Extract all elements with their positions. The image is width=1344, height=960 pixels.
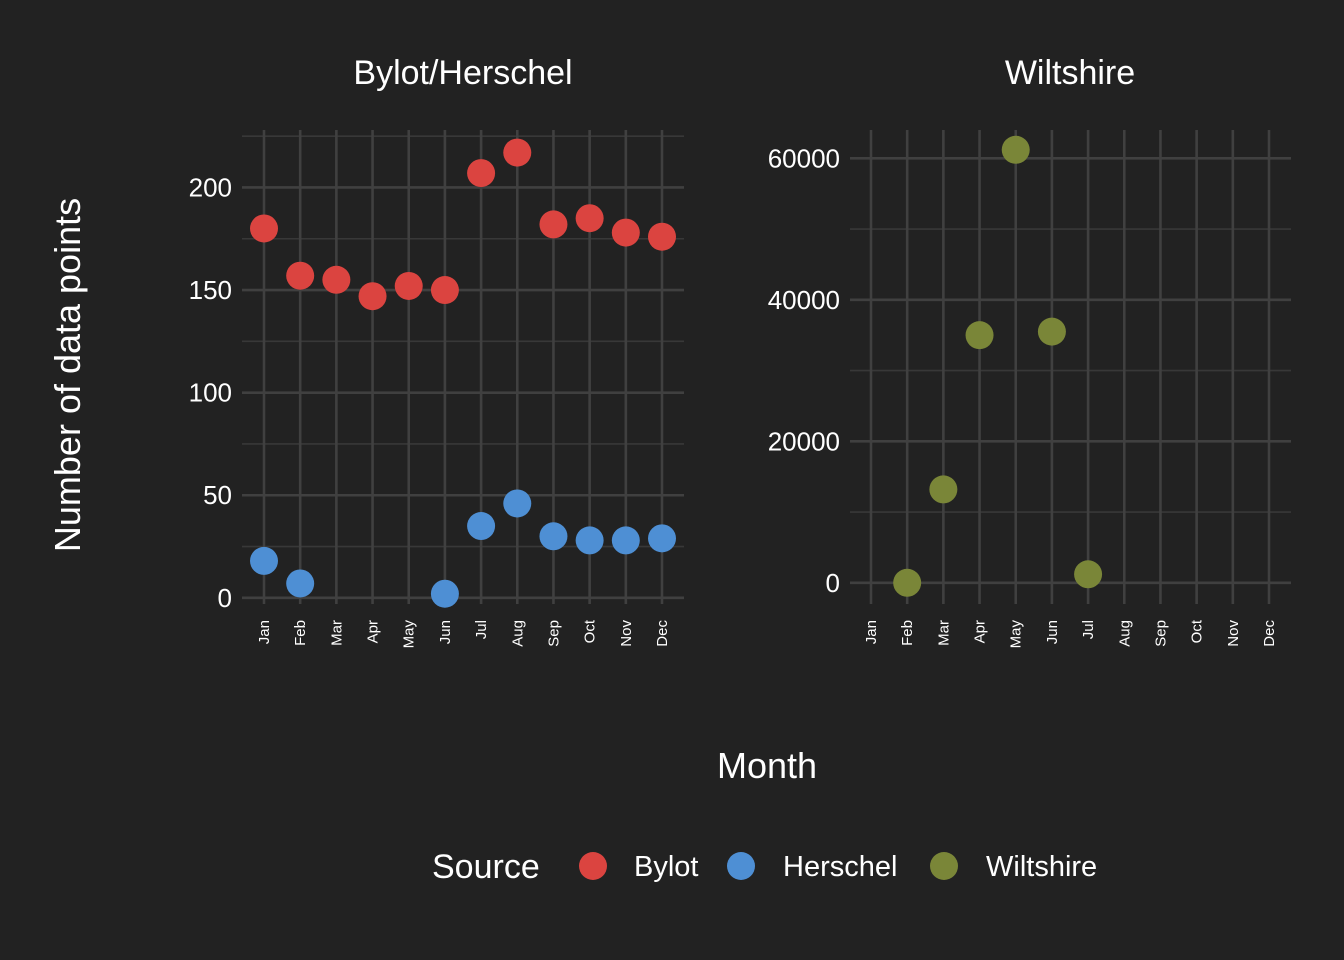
x-tick-label: Feb bbox=[899, 620, 916, 646]
data-point bbox=[430, 579, 459, 608]
legend-label-wiltshire: Wiltshire bbox=[986, 851, 1097, 883]
data-point bbox=[1001, 135, 1030, 164]
x-tick-label: Nov bbox=[618, 620, 635, 647]
data-point bbox=[250, 546, 278, 575]
data-point bbox=[611, 218, 640, 247]
y-tick-label: 50 bbox=[203, 480, 232, 510]
legend-label-herschel: Herschel bbox=[783, 851, 897, 883]
legend-key-bylot bbox=[579, 852, 607, 880]
data-point bbox=[893, 568, 922, 597]
x-tick-label: May bbox=[1008, 620, 1025, 649]
x-tick-label: Sep bbox=[545, 620, 562, 647]
legend-key-herschel bbox=[727, 852, 755, 880]
x-tick-label: Sep bbox=[1152, 620, 1169, 647]
legend-title: Source bbox=[432, 848, 540, 886]
legend-key-wiltshire bbox=[930, 852, 958, 880]
panel-title: Wiltshire bbox=[1005, 54, 1135, 92]
y-tick-label: 200 bbox=[189, 172, 232, 202]
series-herschel bbox=[250, 489, 676, 608]
data-point bbox=[322, 265, 351, 294]
x-tick-label: Dec bbox=[1261, 620, 1278, 647]
y-tick-label: 60000 bbox=[768, 143, 840, 173]
x-tick-label: Mar bbox=[935, 620, 952, 646]
x-tick-label: Dec bbox=[654, 620, 671, 647]
x-tick-label: Oct bbox=[1189, 619, 1206, 643]
x-tick-label: Jan bbox=[863, 620, 880, 644]
x-tick-label: Jul bbox=[473, 620, 490, 639]
data-point bbox=[1037, 317, 1066, 346]
x-tick-label: Feb bbox=[292, 620, 309, 646]
data-point bbox=[611, 526, 640, 555]
x-tick-label: Mar bbox=[328, 620, 345, 646]
x-tick-label: Oct bbox=[582, 619, 599, 643]
x-tick-label: Jan bbox=[256, 620, 273, 644]
legend-label-bylot: Bylot bbox=[634, 851, 698, 883]
x-tick-label: Jun bbox=[1044, 620, 1061, 644]
panel-1: 0 50 100 150 200 Jan Feb Mar Apr May Jun Jul Aug Sep O… bbox=[189, 54, 684, 648]
data-point bbox=[286, 569, 315, 598]
x-tick-label: Apr bbox=[365, 620, 382, 643]
data-point bbox=[503, 138, 532, 167]
data-point bbox=[539, 210, 568, 239]
legend: Source Bylot Herschel Wiltshire bbox=[432, 848, 1097, 886]
y-axis-title: Number of data points bbox=[47, 198, 88, 552]
x-tick-label: Aug bbox=[1116, 620, 1133, 647]
data-point bbox=[467, 512, 496, 541]
data-point bbox=[648, 222, 676, 251]
data-point bbox=[1074, 560, 1103, 589]
x-tick-label: Aug bbox=[509, 620, 526, 647]
series-wiltshire bbox=[893, 135, 1103, 597]
data-point bbox=[539, 522, 568, 551]
x-tick-label: Jun bbox=[437, 620, 454, 644]
y-tick-label: 40000 bbox=[768, 285, 840, 315]
y-tick-label: 20000 bbox=[768, 426, 840, 456]
data-point bbox=[648, 524, 676, 553]
x-tick-label: Nov bbox=[1225, 620, 1242, 647]
x-tick-label: Apr bbox=[972, 620, 989, 643]
y-tick-label: 0 bbox=[218, 583, 232, 613]
x-tick-label: May bbox=[401, 620, 418, 649]
data-point bbox=[430, 276, 459, 305]
panel-title: Bylot/Herschel bbox=[353, 54, 572, 92]
data-point bbox=[394, 271, 423, 300]
series-bylot bbox=[250, 138, 676, 311]
data-point bbox=[575, 526, 604, 555]
data-point bbox=[503, 489, 532, 518]
data-point bbox=[250, 214, 278, 243]
y-tick-label: 0 bbox=[826, 568, 840, 598]
y-tick-label: 100 bbox=[189, 378, 232, 408]
x-axis-title: Month bbox=[717, 745, 817, 786]
data-point bbox=[575, 204, 604, 233]
y-tick-label: 150 bbox=[189, 275, 232, 305]
data-point bbox=[286, 261, 315, 290]
x-tick-label: Jul bbox=[1080, 620, 1097, 639]
data-point bbox=[467, 159, 496, 188]
panel-2: 0 20000 40000 60000 Jan Feb Mar Apr May Jun Jul Aug… bbox=[768, 54, 1291, 648]
data-point bbox=[965, 321, 994, 350]
data-point bbox=[358, 282, 387, 311]
data-point bbox=[929, 475, 958, 504]
